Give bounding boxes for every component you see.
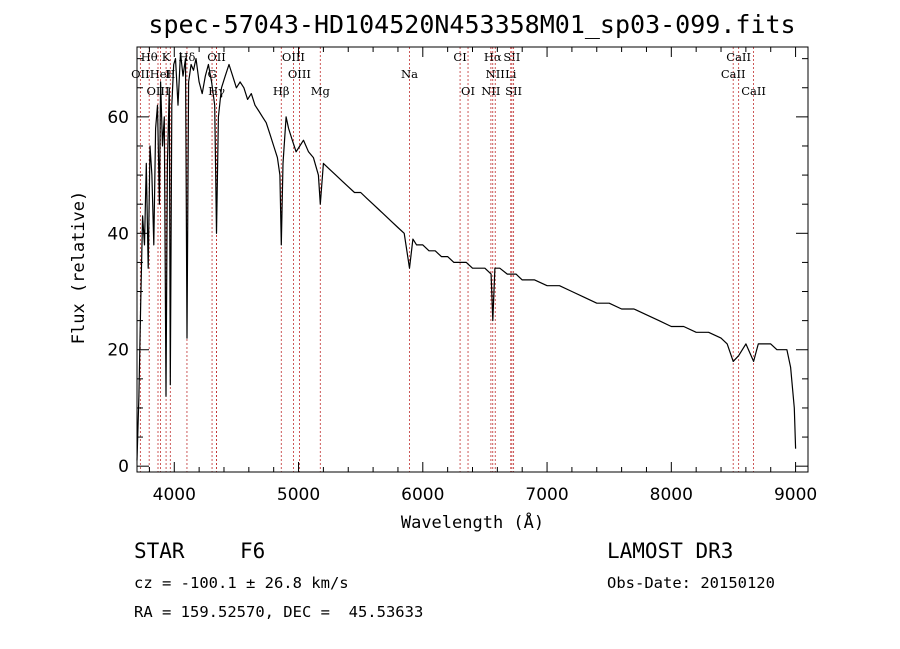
- spectral-line-label: OI: [461, 84, 475, 98]
- spectral-line-label: CI: [453, 50, 466, 64]
- spectral-line-label: CaII: [741, 84, 766, 98]
- flux-series-line: [136, 52, 797, 461]
- spectral-line-label: Mg: [311, 84, 331, 98]
- y-tick-label: 60: [107, 108, 129, 128]
- spectral-line-label: OIII: [282, 50, 305, 64]
- spectral-line-label: CaII: [721, 67, 746, 81]
- spectral-line-label: Hδ: [178, 50, 195, 64]
- spectral-line-label: NII: [481, 84, 500, 98]
- spectral-line-label: Hθ: [141, 50, 158, 64]
- spectral-line-label: OIII: [146, 84, 169, 98]
- spectral-line-label: H: [165, 67, 175, 81]
- spectral-line-label: HeI: [150, 67, 171, 81]
- x-tick-label: 7000: [525, 485, 568, 505]
- spectral-line-label: Hα: [484, 50, 502, 64]
- x-tick-label: 9000: [774, 485, 817, 505]
- redshift-text: cz = -100.1 ± 26.8 km/s: [134, 574, 349, 592]
- chart-title: spec-57043-HD104520N453358M01_sp03-099.f…: [148, 10, 795, 39]
- spectral-line-label: K: [162, 50, 171, 64]
- y-tick-label: 40: [107, 224, 129, 244]
- x-tick-label: 4000: [153, 485, 196, 505]
- spectral-line-label: NII: [486, 67, 505, 81]
- spectral-line-label: G: [207, 67, 216, 81]
- spectral-line-label: Li: [505, 67, 517, 81]
- y-tick-label: 0: [118, 457, 129, 477]
- obs-date: Obs-Date: 20150120: [607, 574, 775, 592]
- x-tick-label: 5000: [277, 485, 320, 505]
- x-tick-label: 8000: [650, 485, 693, 505]
- x-axis-label: Wavelength (Å): [401, 511, 544, 533]
- coordinates: RA = 159.52570, DEC = 45.53633: [134, 603, 424, 621]
- spectral-line-label: Na: [401, 67, 418, 81]
- spectral-line-label: OIII: [288, 67, 311, 81]
- y-tick-label: 20: [107, 341, 129, 361]
- y-axis-label: Flux (relative): [69, 191, 89, 345]
- spectral-line-label: Hβ: [273, 84, 290, 98]
- object-subclass: F6: [240, 539, 266, 563]
- spectral-line-label: CaII: [726, 50, 751, 64]
- spectral-line-label: OII: [131, 67, 150, 81]
- spectral-line-label: SII: [503, 50, 520, 64]
- survey-name: LAMOST DR3: [607, 539, 734, 563]
- x-tick-label: 6000: [401, 485, 444, 505]
- object-class: STAR: [134, 539, 185, 563]
- plot-frame: [136, 46, 809, 473]
- spectral-line-label: SII: [505, 84, 522, 98]
- axis-ticks: 4000 5000 6000 7000 8000 9000 0 20 40 60: [107, 47, 817, 505]
